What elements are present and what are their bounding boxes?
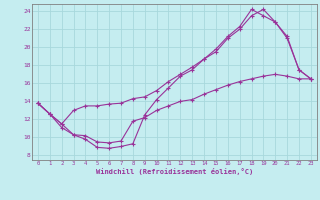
- X-axis label: Windchill (Refroidissement éolien,°C): Windchill (Refroidissement éolien,°C): [96, 168, 253, 175]
